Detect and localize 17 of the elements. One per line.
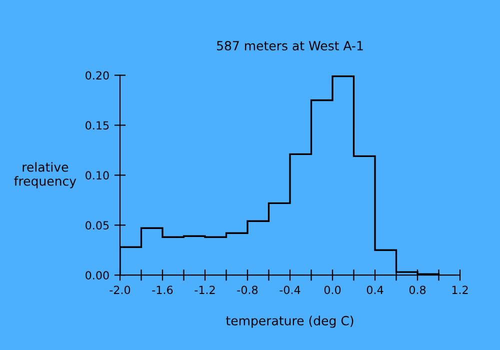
y-tick-label: 0.05 [86, 221, 109, 230]
y-tick-label: 0.20 [86, 71, 109, 80]
x-tick-label: 0.0 [324, 286, 341, 294]
y-axis-title: relative frequency [14, 162, 76, 188]
x-tick-label: 1.2 [452, 286, 468, 294]
chart-title: 587 meters at West A-1 [217, 40, 363, 50]
x-tick-label: -2.0 [110, 286, 130, 294]
x-tick-label: -0.4 [280, 286, 300, 294]
x-tick-label: -1.2 [194, 286, 215, 294]
y-tick-label: 0.00 [86, 271, 109, 280]
x-tick-label: -0.8 [237, 286, 258, 294]
y-tick-label: 0.15 [86, 121, 109, 130]
x-tick-label: 0.4 [366, 286, 384, 294]
x-tick-label: -1.6 [152, 286, 173, 294]
y-tick-label: 0.10 [86, 171, 109, 180]
x-tick-label: 0.8 [409, 286, 426, 294]
x-axis-title: temperature (deg C) [226, 316, 354, 328]
